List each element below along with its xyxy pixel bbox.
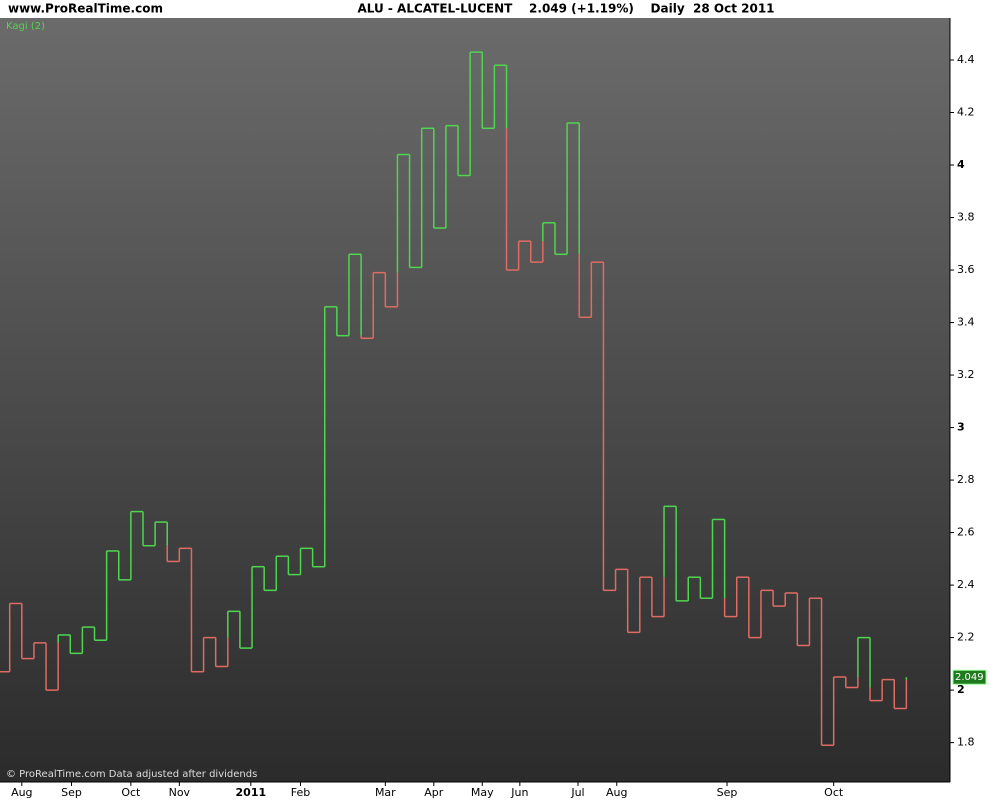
y-tick-label: 3 [957, 421, 965, 434]
x-tick-label: Feb [291, 786, 310, 799]
y-tick-label: 4 [957, 158, 965, 171]
y-tick-label: 1.8 [957, 736, 975, 749]
x-tick-label: Sep [717, 786, 738, 799]
y-tick-label: 3.4 [957, 316, 975, 329]
x-tick-label: Oct [824, 786, 844, 799]
y-tick-label: 4.4 [957, 53, 975, 66]
x-tick-label: Jun [510, 786, 528, 799]
y-tick-label: 2.6 [957, 526, 975, 539]
last-price-label: 2.049 [955, 672, 984, 683]
x-tick-label: Aug [11, 786, 32, 799]
chart-title: ALU - ALCATEL-LUCENT 2.049 (+1.19%) Dail… [357, 2, 774, 16]
x-tick-label: Mar [375, 786, 396, 799]
indicator-label: Kagi (2) [6, 21, 45, 32]
y-tick-label: 2.8 [957, 473, 975, 486]
y-tick-label: 2 [957, 683, 965, 696]
plot-area [0, 18, 950, 782]
x-tick-label: Nov [169, 786, 191, 799]
site-name: www.ProRealTime.com [8, 2, 163, 16]
y-tick-label: 3.8 [957, 211, 975, 224]
y-tick-label: 3.2 [957, 368, 975, 381]
x-tick-label: Jul [570, 786, 584, 799]
y-tick-label: 2.2 [957, 631, 975, 644]
x-tick-label: Aug [606, 786, 627, 799]
x-tick-label: Apr [424, 786, 444, 799]
y-tick-label: 4.2 [957, 106, 975, 119]
last-price-box [952, 669, 987, 685]
y-tick-label: 2.4 [957, 578, 975, 591]
x-tick-label: 2011 [236, 786, 267, 799]
x-tick-label: Sep [61, 786, 82, 799]
y-tick-label: 3.6 [957, 263, 975, 276]
x-tick-label: Oct [121, 786, 141, 799]
footer-note: © ProRealTime.com Data adjusted after di… [6, 769, 257, 780]
x-tick-label: May [471, 786, 494, 799]
kagi-lines [0, 51, 908, 746]
